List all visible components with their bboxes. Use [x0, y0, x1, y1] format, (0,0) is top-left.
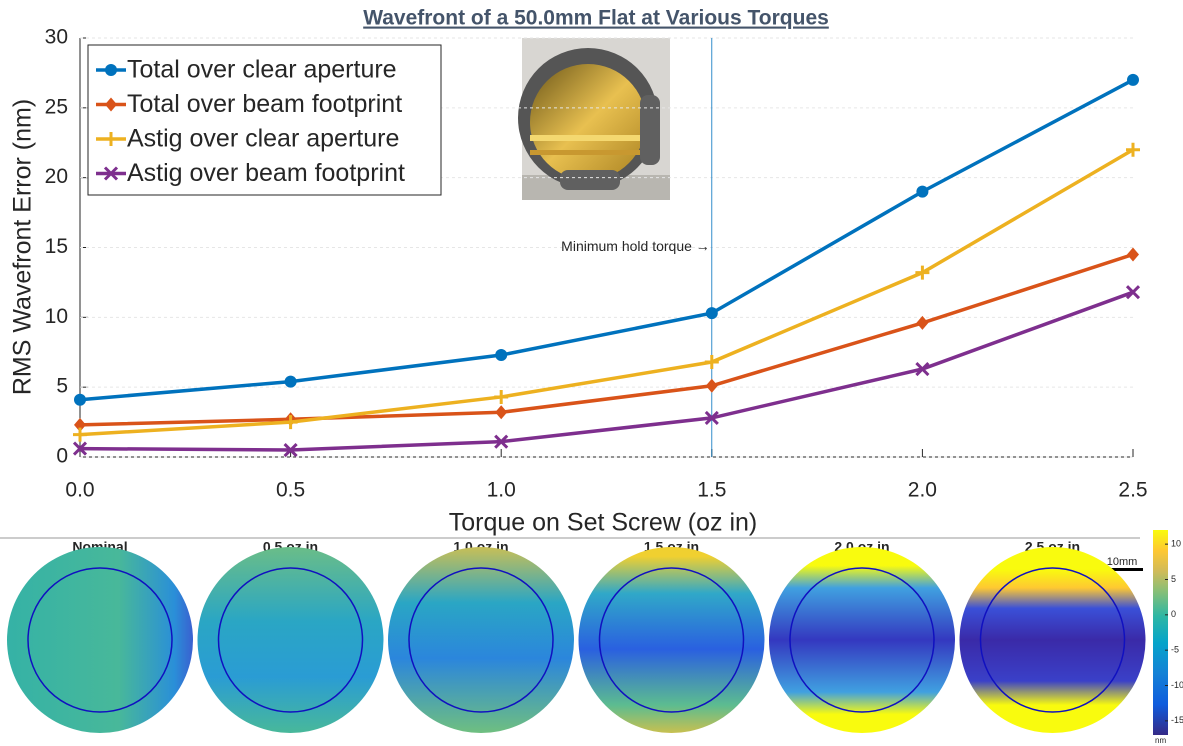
legend-label: Total over beam footprint	[127, 90, 402, 118]
y-tick-label: 15	[45, 235, 68, 258]
marker	[494, 390, 508, 404]
marker	[916, 316, 928, 330]
wavefront-map	[579, 547, 765, 733]
y-tick-label: 30	[45, 26, 68, 49]
series-line	[80, 254, 1133, 424]
marker	[915, 266, 929, 280]
colorbar-tick-label: -10	[1171, 680, 1183, 690]
marker	[1127, 74, 1139, 86]
x-tick-label: 0.0	[65, 479, 94, 502]
marker	[706, 379, 718, 393]
wavefront-map	[769, 547, 955, 733]
scale-bar-label: 10mm	[1107, 556, 1138, 568]
colorbar-tick-label: -15	[1171, 715, 1183, 725]
chart-title: Wavefront of a 50.0mm Flat at Various To…	[363, 7, 829, 30]
marker	[916, 186, 928, 198]
wavefront-map	[960, 547, 1146, 733]
legend: Total over clear aperture Total over beam…	[88, 45, 441, 195]
y-tick-label: 5	[56, 375, 68, 398]
x-tick-label: 1.0	[487, 479, 516, 502]
y-tick-label: 20	[45, 165, 68, 188]
marker	[73, 428, 87, 442]
wavefront-map	[388, 547, 574, 733]
legend-label: Astig over beam footprint	[127, 159, 405, 187]
legend-label: Total over clear aperture	[127, 56, 397, 84]
legend-label: Astig over clear aperture	[127, 125, 399, 153]
x-tick-label: 2.0	[908, 479, 937, 502]
legend-marker	[105, 64, 117, 76]
x-tick-label: 0.5	[276, 479, 305, 502]
wavefront-map	[198, 547, 384, 733]
y-tick-label: 10	[45, 305, 68, 328]
x-tick-label: 1.5	[697, 479, 726, 502]
colorbar-tick-label: 5	[1171, 574, 1176, 584]
marker	[495, 349, 507, 361]
page: {"chart_data": { "type": "line", "title"…	[0, 0, 1183, 746]
marker	[1127, 247, 1139, 261]
annotation: Minimum hold torque →	[561, 238, 710, 254]
colorbar-tick-label: -5	[1171, 645, 1179, 655]
colorbar	[1153, 530, 1168, 735]
x-tick-label: 2.5	[1118, 479, 1147, 502]
marker	[706, 307, 718, 319]
y-tick-label: 0	[56, 445, 68, 468]
marker	[1126, 143, 1140, 157]
marker	[284, 415, 298, 429]
x-axis-label: Torque on Set Screw (oz in)	[449, 509, 757, 537]
marker	[74, 394, 86, 406]
wavefront-map	[7, 547, 193, 733]
y-axis-label: RMS Wavefront Error (nm)	[9, 99, 37, 395]
marker	[705, 355, 719, 369]
photo	[518, 38, 670, 200]
marker	[495, 405, 507, 419]
marker	[285, 376, 297, 388]
colorbar-tick-label: 0	[1171, 609, 1176, 619]
y-tick-label: 25	[45, 95, 68, 118]
colorbar-unit: nm	[1155, 736, 1166, 745]
chart: Wavefront of a 50.0mm Flat at Various To…	[0, 0, 1183, 746]
colorbar-tick-label: 10	[1171, 539, 1181, 549]
